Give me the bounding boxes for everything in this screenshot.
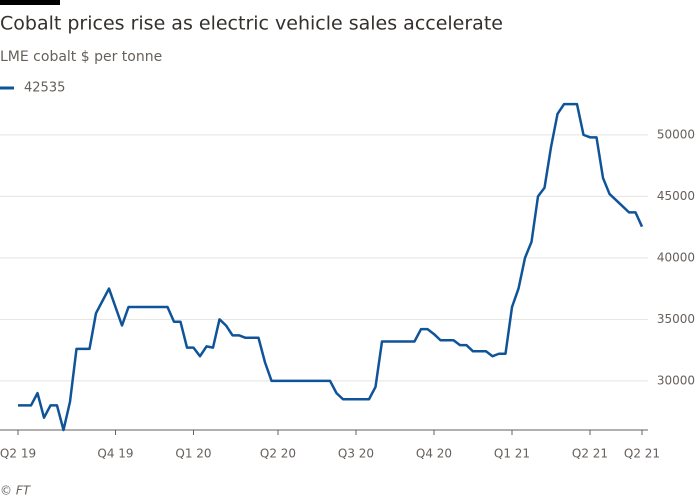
line-series [18, 102, 644, 432]
x-tick-label: Q2 20 [260, 447, 296, 461]
x-tick-label: Q1 21 [494, 447, 530, 461]
x-tick-label: Q2 19 [0, 447, 36, 461]
chart-title: Cobalt prices rise as electric vehicle s… [0, 13, 503, 35]
x-tick-label: Q1 20 [175, 447, 211, 461]
y-tick-label: 40000 [657, 250, 695, 264]
x-tick-label: Q2 21 [572, 447, 608, 461]
y-tick-label: 45000 [657, 189, 695, 203]
y-tick-label: 30000 [657, 373, 695, 387]
y-tick-label: 50000 [657, 127, 695, 141]
legend-label: 42535 [24, 81, 65, 96]
x-tick-label: Q3 20 [338, 447, 374, 461]
y-tick-label: 35000 [657, 312, 695, 326]
brand-bar [0, 0, 60, 5]
x-tick-label: Q2 21 [624, 447, 660, 461]
chart-subtitle: LME cobalt $ per tonne [0, 49, 162, 65]
x-tick-label: Q4 20 [416, 447, 452, 461]
x-tick-label: Q4 19 [97, 447, 133, 461]
source: © FT [0, 484, 32, 498]
